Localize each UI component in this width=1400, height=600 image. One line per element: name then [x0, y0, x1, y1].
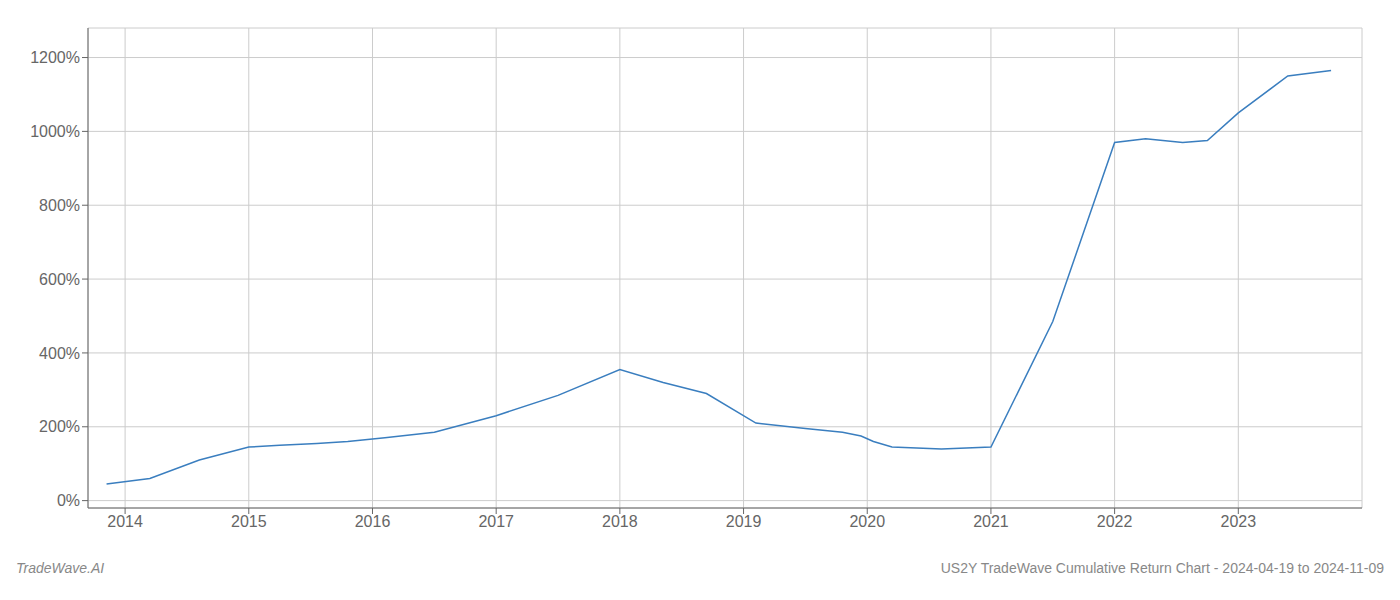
svg-text:1000%: 1000% — [30, 123, 80, 140]
svg-text:800%: 800% — [39, 197, 80, 214]
html-text:US2Y TradeWave Cumulative Retu: US2Y TradeWave Cumulative Return Chart -… — [940, 560, 1384, 576]
svg-text:0%: 0% — [57, 492, 80, 509]
svg-text:2019: 2019 — [726, 513, 762, 530]
svg-text:2017: 2017 — [478, 513, 514, 530]
svg-text:1200%: 1200% — [30, 49, 80, 66]
svg-text:2015: 2015 — [231, 513, 267, 530]
svg-text:2022: 2022 — [1097, 513, 1133, 530]
svg-text:2021: 2021 — [973, 513, 1009, 530]
svg-text:2014: 2014 — [107, 513, 143, 530]
svg-text:2016: 2016 — [355, 513, 391, 530]
svg-text:400%: 400% — [39, 345, 80, 362]
svg-text:200%: 200% — [39, 418, 80, 435]
svg-text:2023: 2023 — [1221, 513, 1257, 530]
svg-text:2020: 2020 — [849, 513, 885, 530]
html-text:TradeWave.AI: TradeWave.AI — [16, 560, 105, 576]
svg-text:2018: 2018 — [602, 513, 638, 530]
svg-text:600%: 600% — [39, 271, 80, 288]
